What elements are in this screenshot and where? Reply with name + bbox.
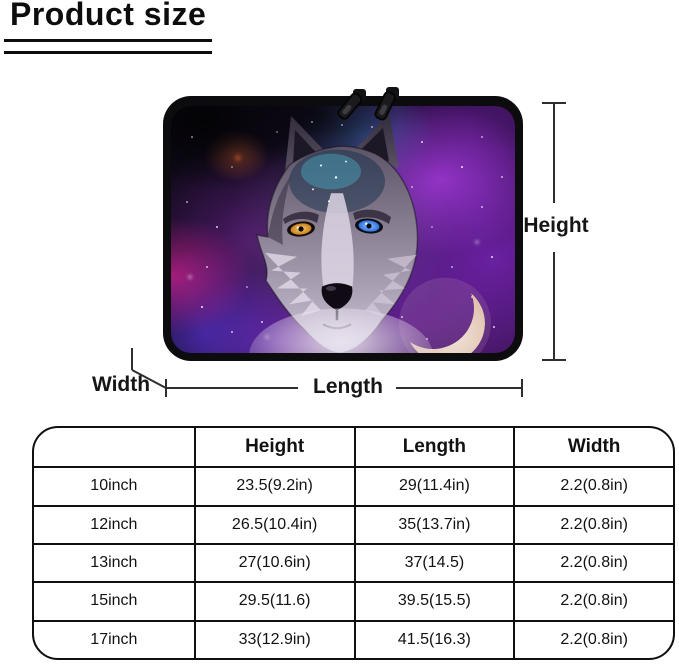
length-cell: 39.5(15.5) (353, 581, 514, 620)
size-cell: 13inch (34, 542, 194, 581)
size-cell: 10inch (34, 466, 194, 504)
height-cell: 23.5(9.2in) (193, 466, 354, 505)
height-cell: 33(12.9in) (193, 619, 354, 658)
product-image-laptop-sleeve (163, 87, 523, 361)
height-dimension-label: Height (523, 214, 589, 237)
length-cell: 37(14.5) (353, 542, 514, 582)
column-header-size (34, 428, 194, 466)
width-cell: 2.2(0.8in) (513, 619, 673, 658)
height-cell: 26.5(10.4in) (193, 504, 354, 543)
width-cell: 2.2(0.8in) (513, 504, 673, 543)
column-header-length: Length (353, 428, 514, 467)
wolf-blue-eye (355, 218, 383, 234)
width-dimension-label: Width (91, 373, 151, 396)
size-table: Height Length Width 10inch 23.5(9.2in) 2… (32, 426, 675, 660)
length-cell: 41.5(16.3) (353, 619, 514, 658)
length-cell: 35(13.7in) (353, 504, 514, 543)
title-underline-bottom (4, 51, 212, 54)
wolf-amber-eye (287, 221, 315, 237)
width-cell: 2.2(0.8in) (513, 542, 673, 582)
page-title: Product size (10, 0, 207, 32)
size-cell: 17inch (34, 619, 194, 658)
crescent-moon (405, 283, 485, 353)
width-cell: 2.2(0.8in) (513, 466, 673, 505)
wolf-galaxy-artwork (171, 106, 515, 353)
column-header-width: Width (513, 428, 673, 467)
title-underline-top (4, 39, 212, 42)
size-cell: 12inch (34, 504, 194, 543)
wolf-face-illustration (224, 113, 491, 353)
size-cell: 15inch (34, 581, 194, 619)
column-header-height: Height (193, 428, 354, 467)
height-cell: 29.5(11.6) (193, 581, 354, 620)
length-dimension-label: Length (313, 375, 383, 398)
width-cell: 2.2(0.8in) (513, 581, 673, 620)
height-cell: 27(10.6in) (193, 542, 354, 582)
length-cell: 29(11.4in) (353, 466, 514, 505)
